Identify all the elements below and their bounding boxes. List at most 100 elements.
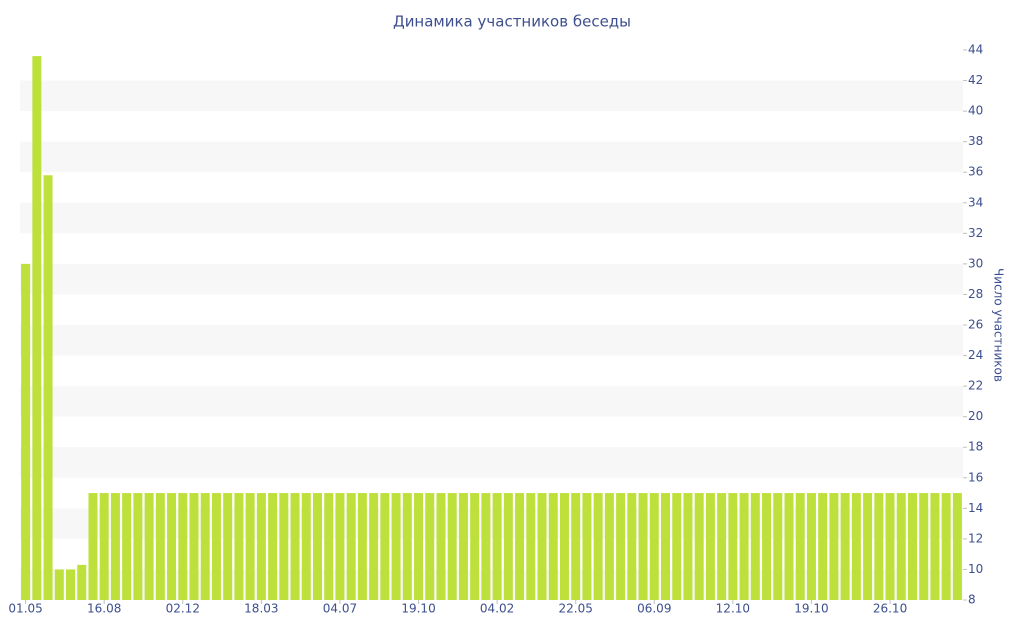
x-tick-label: 06.09 bbox=[637, 602, 671, 616]
x-tick-label: 26.10 bbox=[873, 602, 907, 616]
grid-band bbox=[20, 141, 963, 173]
chart-title: Динамика участников беседы bbox=[393, 13, 631, 31]
bar bbox=[436, 493, 446, 600]
y-tick-label: 26 bbox=[968, 318, 983, 332]
bar bbox=[279, 493, 289, 600]
bar bbox=[391, 493, 401, 600]
bar bbox=[627, 493, 637, 600]
bar bbox=[616, 493, 626, 600]
y-tick-label: 32 bbox=[968, 226, 983, 240]
bar bbox=[425, 493, 435, 600]
x-tick-label: 18.03 bbox=[244, 602, 278, 616]
y-axis-label: Число участников bbox=[992, 268, 1006, 382]
grid-band bbox=[20, 325, 963, 356]
bar bbox=[750, 493, 760, 600]
y-tick-label: 44 bbox=[968, 43, 983, 57]
bar bbox=[863, 493, 873, 600]
bar bbox=[268, 493, 278, 600]
x-tick-label: 22.05 bbox=[559, 602, 593, 616]
y-tick-label: 24 bbox=[968, 348, 983, 362]
bar bbox=[492, 493, 502, 600]
bar bbox=[952, 493, 962, 600]
bar bbox=[301, 493, 311, 600]
bar bbox=[717, 493, 727, 600]
bar bbox=[223, 493, 233, 600]
x-tick-label: 19.10 bbox=[794, 602, 828, 616]
bar bbox=[21, 263, 31, 600]
bar bbox=[919, 493, 929, 600]
bar bbox=[515, 493, 525, 600]
bar bbox=[481, 493, 491, 600]
bar bbox=[402, 493, 412, 600]
bar bbox=[851, 493, 861, 600]
bar bbox=[728, 493, 738, 600]
bar bbox=[705, 493, 715, 600]
bar bbox=[874, 493, 884, 600]
grid-band bbox=[20, 508, 963, 539]
grid-band bbox=[20, 569, 963, 600]
bar bbox=[32, 56, 42, 601]
bar bbox=[122, 493, 132, 600]
bar bbox=[896, 493, 906, 600]
bar bbox=[447, 493, 457, 600]
y-tick-label: 22 bbox=[968, 379, 983, 393]
bar bbox=[290, 493, 300, 600]
y-tick-label: 38 bbox=[968, 134, 983, 148]
bar bbox=[380, 493, 390, 600]
grid-band bbox=[20, 386, 963, 417]
bar bbox=[200, 493, 210, 600]
bar bbox=[548, 493, 558, 600]
bar bbox=[357, 493, 367, 600]
bar bbox=[256, 493, 266, 600]
bar bbox=[806, 493, 816, 600]
bar bbox=[414, 493, 424, 600]
bar bbox=[178, 493, 188, 600]
y-tick-label: 28 bbox=[968, 287, 983, 301]
bar bbox=[234, 493, 244, 600]
bar bbox=[110, 493, 120, 600]
bar bbox=[155, 493, 165, 600]
y-tick-label: 30 bbox=[968, 256, 983, 270]
x-tick-label: 19.10 bbox=[401, 602, 435, 616]
bar bbox=[907, 493, 917, 600]
bar bbox=[43, 175, 53, 600]
bar bbox=[930, 493, 940, 600]
bar bbox=[840, 493, 850, 600]
bar bbox=[795, 493, 805, 600]
bar bbox=[189, 493, 199, 600]
bar bbox=[571, 493, 581, 600]
y-tick-label: 20 bbox=[968, 409, 983, 423]
bar bbox=[88, 493, 98, 600]
bar bbox=[638, 493, 648, 600]
bar bbox=[672, 493, 682, 600]
bar bbox=[503, 493, 513, 600]
bar bbox=[818, 493, 828, 600]
bar bbox=[694, 493, 704, 600]
grid-band bbox=[20, 80, 963, 112]
bar bbox=[144, 493, 154, 600]
bar bbox=[649, 493, 659, 600]
bar bbox=[313, 493, 322, 600]
x-tick-label: 01.05 bbox=[8, 602, 42, 616]
y-tick-label: 36 bbox=[968, 165, 983, 179]
bar bbox=[784, 493, 794, 600]
bar bbox=[66, 569, 76, 600]
y-tick-label: 18 bbox=[968, 440, 983, 454]
x-tick-label: 12.10 bbox=[716, 602, 750, 616]
grid-band bbox=[20, 447, 963, 478]
x-tick-label: 02.12 bbox=[166, 602, 200, 616]
grid-band bbox=[20, 202, 963, 234]
bar bbox=[661, 493, 670, 600]
bar bbox=[526, 493, 536, 600]
bar bbox=[324, 493, 334, 600]
y-tick-label: 40 bbox=[968, 104, 983, 118]
bar bbox=[167, 493, 177, 600]
bar bbox=[77, 564, 87, 600]
y-tick-label: 34 bbox=[968, 195, 983, 209]
bar bbox=[582, 493, 592, 600]
bar bbox=[773, 493, 783, 600]
grid-band bbox=[20, 263, 963, 295]
bar bbox=[762, 493, 772, 600]
bar bbox=[245, 493, 255, 600]
